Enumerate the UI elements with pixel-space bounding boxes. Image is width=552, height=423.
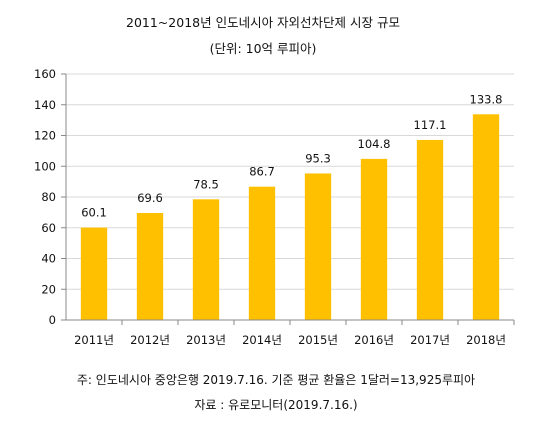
x-tick-label: 2018년	[466, 333, 506, 347]
x-tick-label: 2011년	[74, 333, 114, 347]
y-tick-label: 140	[34, 98, 56, 112]
y-tick-label: 20	[41, 282, 56, 296]
bar	[360, 158, 388, 320]
x-tick-labels: 2011년 2012년 2013년 2014년 2015년 2016년 2017년 2018년	[74, 333, 506, 347]
data-label: 60.1	[81, 206, 107, 220]
data-label: 133.8	[470, 92, 503, 106]
bar	[192, 199, 220, 320]
bar	[304, 173, 332, 320]
data-label: 117.1	[414, 118, 447, 132]
bars	[80, 114, 500, 320]
y-tick-label: 100	[34, 159, 56, 173]
chart-subtitle: (단위: 10억 루피아)	[210, 41, 317, 56]
x-tick-label: 2014년	[242, 333, 282, 347]
y-tick-label: 60	[41, 221, 56, 235]
y-tick-labels: 0 20 40 60 80 100 120 140 160	[34, 67, 56, 327]
footnote-exchange-rate: 주: 인도네시아 중앙은행 2019.7.16. 기준 평균 환율은 1달러=1…	[77, 372, 475, 387]
data-label: 69.6	[137, 191, 163, 205]
bar	[472, 114, 500, 320]
y-tick-label: 160	[34, 67, 56, 81]
data-label: 86.7	[249, 165, 275, 179]
data-label: 78.5	[193, 177, 219, 191]
bar	[136, 212, 164, 320]
y-tick-label: 120	[34, 129, 56, 143]
footnote-source: 자료 : 유로모니터(2019.7.16.)	[194, 398, 357, 412]
y-tick-label: 40	[41, 252, 56, 266]
x-tick-label: 2012년	[130, 333, 170, 347]
x-tick-label: 2017년	[410, 333, 450, 347]
bar	[248, 186, 276, 320]
data-labels: 60.1 69.6 78.5 86.7 95.3 104.8 117.1 133.8	[81, 92, 502, 219]
x-tick-label: 2015년	[298, 333, 338, 347]
gridlines	[66, 73, 514, 321]
bar	[80, 227, 108, 320]
x-tick-label: 2016년	[354, 333, 394, 347]
y-tick-label: 80	[41, 190, 56, 204]
x-tick-label: 2013년	[186, 333, 226, 347]
chart-title: 2011~2018년 인도네시아 자외선차단제 시장 규모	[126, 15, 400, 30]
axes	[61, 73, 515, 325]
data-label: 104.8	[358, 137, 391, 151]
y-tick-label: 0	[49, 313, 56, 327]
data-label: 95.3	[305, 151, 331, 165]
bar	[416, 139, 444, 320]
